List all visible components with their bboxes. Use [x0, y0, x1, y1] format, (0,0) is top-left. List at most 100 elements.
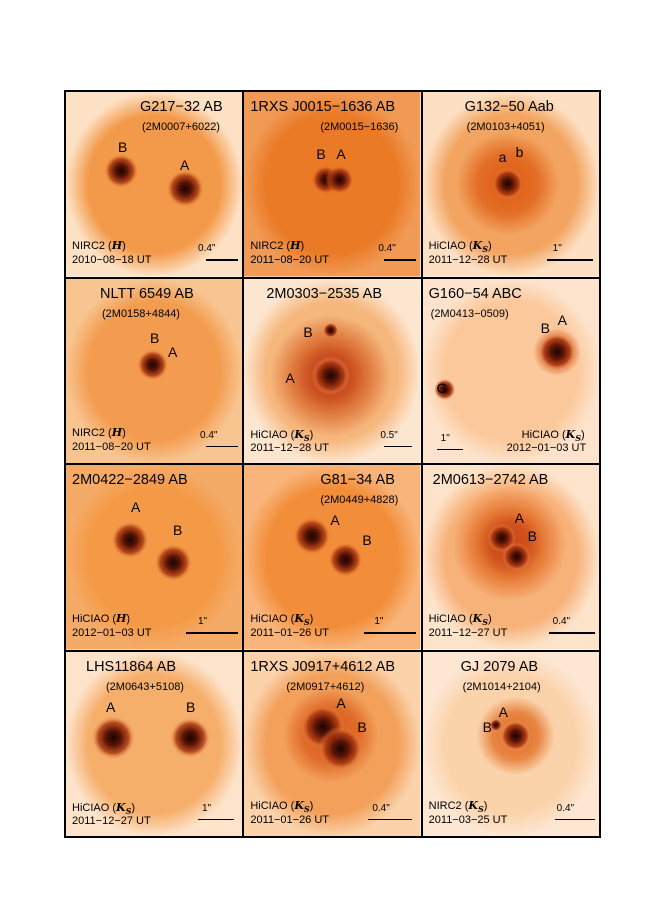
panel-title: G160−54 ABC	[428, 285, 522, 302]
instrument-name: NIRC2 (	[428, 799, 469, 812]
star-psf	[136, 348, 169, 381]
instrument-close: )	[300, 240, 305, 252]
instrument-name: HiCIAO (	[428, 240, 473, 252]
image-panel: G160−54 ABC (2M0413−0509) B A C HiCIAO (KS) 20…	[421, 277, 600, 464]
star-label: B	[482, 718, 492, 735]
star-psf	[169, 716, 211, 758]
observation-date: 2011−03−25 UT	[428, 813, 508, 826]
panel-title: 2M0422−2849 AB	[72, 472, 188, 488]
star-label: A	[336, 146, 346, 162]
scale-bar	[546, 259, 593, 261]
scale-bar-label: 0.4"	[372, 802, 390, 814]
instrument-label: HiCIAO (KS)	[429, 240, 492, 253]
star-label: A	[180, 157, 190, 173]
instrument-close: )	[483, 799, 488, 812]
panel-image	[422, 651, 599, 836]
image-panel: 2M0303−2535 AB B A HiCIAO (KS) 2011−12−28 UT…	[243, 277, 422, 464]
image-panel: 1RXS J0015−1636 AB (2M0015−1636) B A NIRC2 (…	[243, 91, 422, 278]
panel-subtitle: (2M0917+4612)	[286, 680, 365, 693]
instrument-close: )	[309, 613, 314, 625]
panel-image	[422, 465, 599, 650]
instrument-name: NIRC2 (	[72, 426, 112, 439]
panel-image	[66, 465, 243, 650]
instrument-label: HiCIAO (KS)	[72, 802, 135, 815]
scale-bar-label: 1"	[374, 616, 384, 627]
observation-date: 2011−08−20 UT	[72, 440, 151, 453]
instrument-name: NIRC2 (	[250, 240, 291, 252]
scale-bar	[384, 259, 417, 261]
star-label: A	[514, 510, 524, 526]
instrument-label: NIRC2 (H)	[250, 240, 304, 252]
image-panel: LHS11864 AB (2M0643+5108) A B HiCIAO (KS) 201…	[65, 650, 244, 837]
star-label: A	[131, 499, 141, 515]
filter-subscript: S	[303, 432, 310, 443]
filter-subscript: S	[303, 803, 310, 814]
star-label: b	[515, 144, 524, 160]
panel-subtitle: (2M0643+5108)	[106, 680, 184, 693]
scale-bar-label: 0.4"	[198, 243, 216, 254]
instrument-label: NIRC2 (H)	[72, 427, 126, 439]
panel-title: G81−34 AB	[320, 472, 395, 488]
star-label: B	[118, 139, 128, 155]
star-psf	[537, 332, 576, 371]
scale-bar-label: 1"	[552, 243, 562, 254]
panel-subtitle: (2M1014+2104)	[462, 680, 541, 693]
panel-image	[244, 651, 421, 836]
star-psf	[499, 719, 532, 752]
filter-name: KS	[468, 798, 484, 814]
panel-title: 1RXS J0917+4612 AB	[250, 658, 396, 675]
instrument-name: NIRC2 (	[72, 240, 112, 252]
instrument-name: HiCIAO (	[72, 613, 116, 625]
panel-title: NLTT 6549 AB	[100, 285, 194, 302]
instrument-label: HiCIAO (KS)	[250, 800, 313, 813]
panel-image	[244, 465, 421, 650]
star-psf	[325, 165, 355, 195]
instrument-label: HiCIAO (KS)	[522, 429, 585, 442]
scale-bar-label: 1"	[202, 802, 212, 814]
instrument-close: )	[309, 428, 314, 441]
scale-bar-label: 0.4"	[556, 802, 575, 814]
star-label: A	[106, 698, 116, 715]
scale-bar	[206, 445, 238, 447]
instrument-label: HiCIAO (KS)	[250, 613, 313, 626]
observation-date: 2011−12−28 UT	[250, 441, 330, 454]
instrument-name: HiCIAO (	[250, 428, 295, 441]
star-psf	[489, 718, 502, 731]
scale-bar-label: 1"	[440, 432, 450, 444]
panel-image	[66, 651, 243, 836]
star-label: C	[436, 379, 447, 396]
panel-title: GJ 2079 AB	[460, 658, 539, 675]
star-label: B	[540, 319, 550, 336]
instrument-label: HiCIAO (KS)	[250, 429, 313, 442]
panel-title: 2M0303−2535 AB	[266, 285, 383, 302]
star-label: A	[336, 694, 346, 711]
instrument-label: NIRC2 (KS)	[429, 800, 488, 813]
star-psf	[433, 377, 456, 401]
panel-title: G217−32 AB	[140, 99, 223, 115]
filter-name: KS	[116, 800, 132, 816]
instrument-close: )	[122, 426, 126, 439]
observation-date: 2012−01−03 UT	[72, 627, 152, 639]
panel-image	[422, 92, 599, 277]
filter-name: KS	[294, 798, 310, 814]
scale-bar-label: 0.5"	[380, 429, 398, 441]
filter-subscript: S	[303, 617, 310, 628]
observation-date: 2011−12−28 UT	[428, 254, 508, 266]
star-label: B	[303, 323, 313, 340]
instrument-name: HiCIAO (	[250, 799, 295, 812]
instrument-label: NIRC2 (H)	[72, 240, 126, 252]
scale-bar	[368, 818, 413, 820]
filter-subscript: S	[482, 617, 488, 628]
star-psf	[91, 715, 136, 760]
scale-bar	[548, 632, 595, 634]
panel-image	[66, 278, 243, 463]
panel-subtitle: (2M0413−0509)	[430, 307, 509, 320]
scale-bar-label: 0.4"	[200, 429, 218, 441]
star-label: B	[316, 146, 326, 162]
scale-bar	[198, 818, 234, 820]
filter-name: KS	[565, 427, 581, 443]
panel-subtitle: (2M0449+4828)	[320, 494, 399, 506]
star-label: B	[186, 698, 196, 715]
filter-name: H	[116, 612, 127, 625]
instrument-close: )	[131, 801, 136, 814]
